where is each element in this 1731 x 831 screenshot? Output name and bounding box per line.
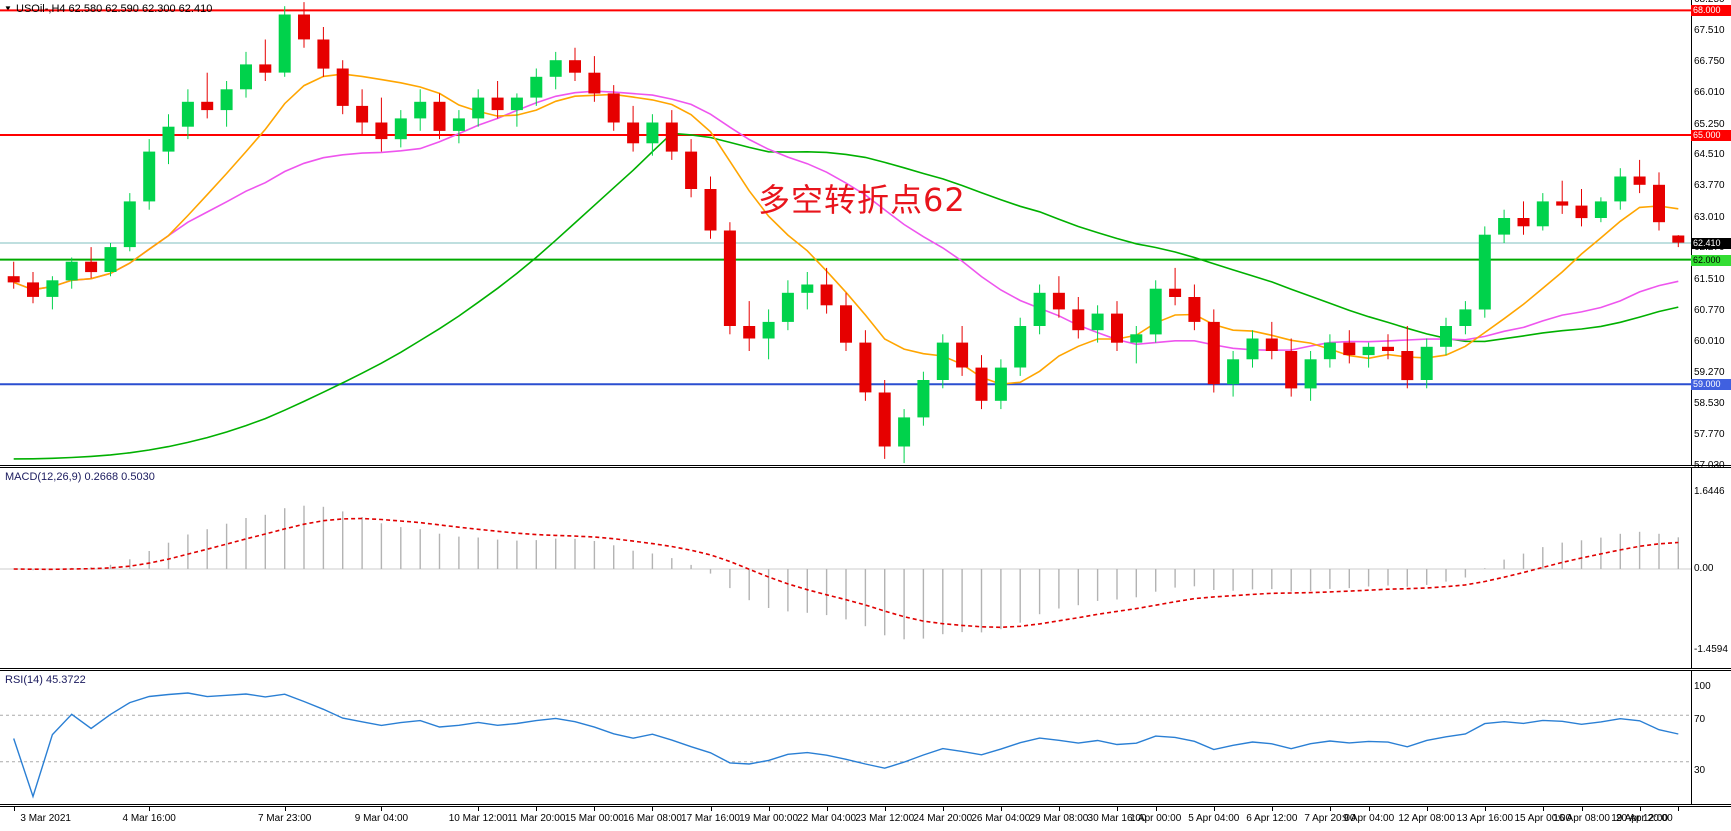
rsi-label: RSI(14) 45.3722 <box>5 674 86 686</box>
symbol-info-label: USOil-,H4 62.580 62.590 62.300 62.410 <box>16 3 213 15</box>
time-tick-mark <box>1329 807 1331 811</box>
time-label: 13 Apr 16:00 <box>1456 813 1514 824</box>
time-tick-mark <box>1271 807 1273 811</box>
rsi-panel: RSI(14) 45.3722 100 70 30 <box>0 670 1731 805</box>
time-label: 11 Mar 20:00 <box>507 813 566 824</box>
time-tick-mark <box>1484 807 1486 811</box>
price-axis[interactable]: 68.250 67.510 66.750 66.010 65.250 64.510 63.7… <box>1691 0 1731 471</box>
price-tick: 60.010 <box>1694 336 1725 348</box>
macd-tick: 0.00 <box>1694 563 1714 574</box>
time-label: 15 Mar 00:00 <box>564 813 624 824</box>
price-tick: 63.010 <box>1694 211 1725 223</box>
time-label: 1 Apr 00:00 <box>1130 813 1182 824</box>
time-label: 10 Mar 12:00 <box>448 813 508 824</box>
time-label: 15 Apr 00:00 <box>1514 813 1572 824</box>
time-tick-mark <box>1426 807 1428 811</box>
price-tick: 58.530 <box>1694 397 1725 409</box>
time-axis[interactable]: 3 Mar 2021 4 Mar 16:00 7 Mar 23:00 9 Mar 04… <box>0 806 1731 831</box>
price-badge: 59.000 <box>1691 379 1731 391</box>
time-tick-mark <box>149 807 151 811</box>
price-chart-svg <box>0 2 1691 464</box>
time-tick-mark <box>942 807 944 811</box>
time-tick-mark <box>1213 807 1215 811</box>
time-label: 23 Mar 12:00 <box>855 813 915 824</box>
time-tick-mark <box>1368 807 1370 811</box>
time-label: 26 Mar 04:00 <box>971 813 1031 824</box>
time-label: 12 Apr 08:00 <box>1398 813 1456 824</box>
time-tick-mark <box>1581 807 1583 811</box>
time-tick-mark <box>1639 807 1641 811</box>
macd-label: MACD(12,26,9) 0.2668 0.5030 <box>5 471 155 483</box>
macd-axis[interactable]: 1.6446 0.00 -1.4594 <box>1691 468 1731 668</box>
time-tick-mark <box>1058 807 1060 811</box>
rsi-tick: 70 <box>1694 713 1706 725</box>
time-tick-mark <box>594 807 596 811</box>
time-tick-mark <box>884 807 886 811</box>
time-label: 7 Mar 23:00 <box>257 813 312 824</box>
time-label: 19 Apr 12:00 <box>1611 813 1668 824</box>
price-tick: 65.250 <box>1694 118 1725 130</box>
time-label: 5 Apr 04:00 <box>1188 813 1240 824</box>
macd-chart-svg <box>0 505 1691 640</box>
price-badge: 62.410 <box>1691 237 1731 249</box>
macd-tick: 1.6446 <box>1694 486 1725 498</box>
macd-tick: -1.4594 <box>1694 643 1728 655</box>
rsi-axis[interactable]: 100 70 30 <box>1691 671 1731 804</box>
time-label: 17 Mar 16:00 <box>681 813 740 824</box>
time-tick-mark <box>1000 807 1002 811</box>
rsi-tick: 100 <box>1694 681 1711 693</box>
rsi-chart-svg <box>0 692 1691 799</box>
time-label: 9 Mar 04:00 <box>354 813 409 824</box>
macd-panel: MACD(12,26,9) 0.2668 0.5030 1.6446 0.00 -1… <box>0 467 1731 669</box>
price-tick: 60.770 <box>1694 304 1725 316</box>
time-tick-mark <box>710 807 712 811</box>
time-tick-mark <box>536 807 538 811</box>
time-tick-mark <box>284 807 286 811</box>
time-tick-mark <box>13 807 15 811</box>
price-tick: 66.010 <box>1694 87 1725 99</box>
time-label: 24 Mar 20:00 <box>913 813 973 824</box>
chart-annotation-text: 多空转折点62 <box>758 181 966 219</box>
time-tick-mark <box>1155 807 1157 811</box>
time-tick-mark <box>381 807 383 811</box>
time-label: 30 Mar 16:00 <box>1087 813 1147 824</box>
rsi-tick: 30 <box>1694 764 1706 776</box>
time-tick-mark <box>1542 807 1544 811</box>
price-tick: 67.510 <box>1694 24 1725 36</box>
time-tick-mark <box>652 807 654 811</box>
time-tick-mark <box>1678 807 1680 811</box>
price-badge: 62.000 <box>1691 254 1731 266</box>
price-tick: 68.250 <box>1694 0 1729 5</box>
collapse-icon[interactable]: ▼ <box>4 4 12 13</box>
time-label: 29 Mar 08:00 <box>1029 813 1089 824</box>
time-label: 19 Mar 00:00 <box>739 813 799 824</box>
price-badge: 68.000 <box>1691 5 1731 17</box>
price-panel: ▼ USOil-,H4 62.580 62.590 62.300 62.410 … <box>0 0 1731 471</box>
price-tick: 63.770 <box>1694 180 1725 192</box>
time-label: 3 Mar 2021 <box>20 813 71 824</box>
time-tick-mark <box>478 807 480 811</box>
time-label: 7 Apr 20:00 <box>1304 813 1356 824</box>
time-label: 4 Mar 16:00 <box>122 813 176 824</box>
time-tick-mark <box>1116 807 1118 811</box>
time-label: 16 Mar 08:00 <box>622 813 682 824</box>
time-tick-mark <box>826 807 828 811</box>
time-label: 9 Apr 04:00 <box>1343 813 1395 824</box>
time-label: 22 Mar 04:00 <box>797 813 857 824</box>
price-tick: 64.510 <box>1694 149 1725 161</box>
price-tick: 57.770 <box>1694 429 1725 441</box>
price-tick: 57.030 <box>1694 460 1725 471</box>
macd-plot-area[interactable] <box>0 468 1691 668</box>
price-tick: 61.510 <box>1694 273 1725 285</box>
price-tick: 66.750 <box>1694 56 1725 68</box>
price-plot-area[interactable] <box>0 0 1691 465</box>
time-label: 6 Apr 12:00 <box>1246 813 1298 824</box>
price-tick: 59.270 <box>1694 366 1725 378</box>
rsi-plot-area[interactable] <box>0 671 1691 804</box>
time-tick-mark <box>768 807 770 811</box>
time-label: 16 Apr 08:00 <box>1553 813 1610 824</box>
time-label: 20 Apr 20:00 <box>1615 813 1673 824</box>
price-badge: 65.000 <box>1691 129 1731 141</box>
